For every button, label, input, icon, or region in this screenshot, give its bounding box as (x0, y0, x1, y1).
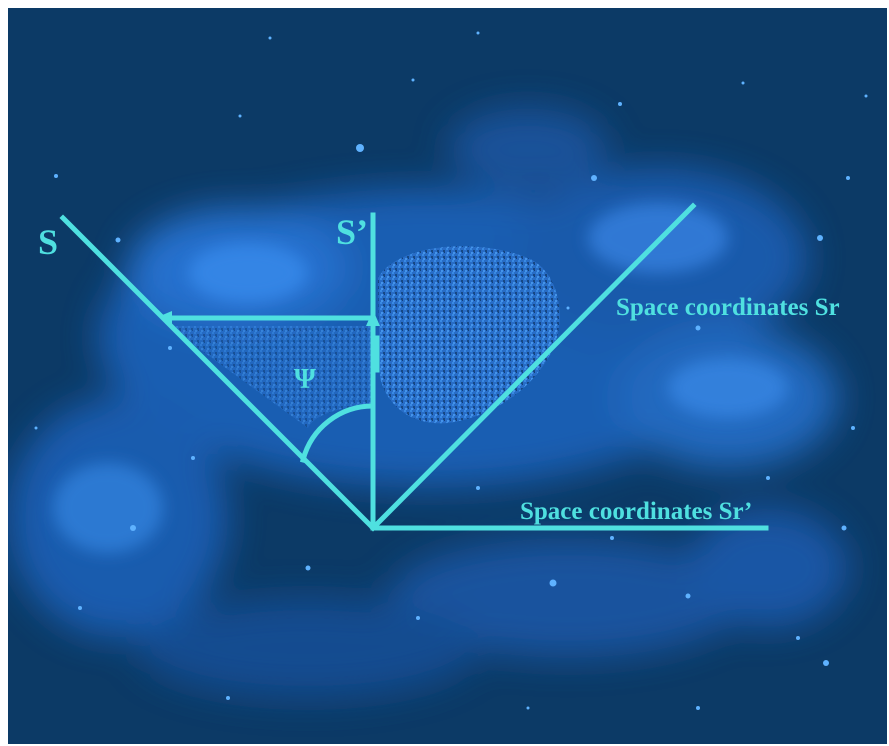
s-axis-line (59, 214, 377, 532)
s-prime-axis-label: S’ (336, 212, 368, 252)
sr-coordinate-line (369, 202, 697, 532)
s-prime-arrowhead (366, 310, 380, 326)
angle-psi-label: Ψ (294, 364, 316, 395)
stars (34, 31, 868, 710)
nebula-highlights (53, 203, 788, 553)
spacetime-diagram: S S’ Ψ Space coordinates Sr Space coordi… (8, 8, 887, 744)
speckled-cloud (378, 246, 560, 424)
diagram-lines (59, 202, 769, 532)
shaded-triangle (168, 326, 373, 428)
s-arrowhead (160, 311, 172, 330)
s-axis-label: S (38, 222, 58, 262)
space-coordinates-sr-label: Space coordinates Sr (616, 294, 840, 321)
space-coordinates-sr-prime-label: Space coordinates Sr’ (520, 498, 752, 525)
angle-arc (299, 403, 376, 464)
